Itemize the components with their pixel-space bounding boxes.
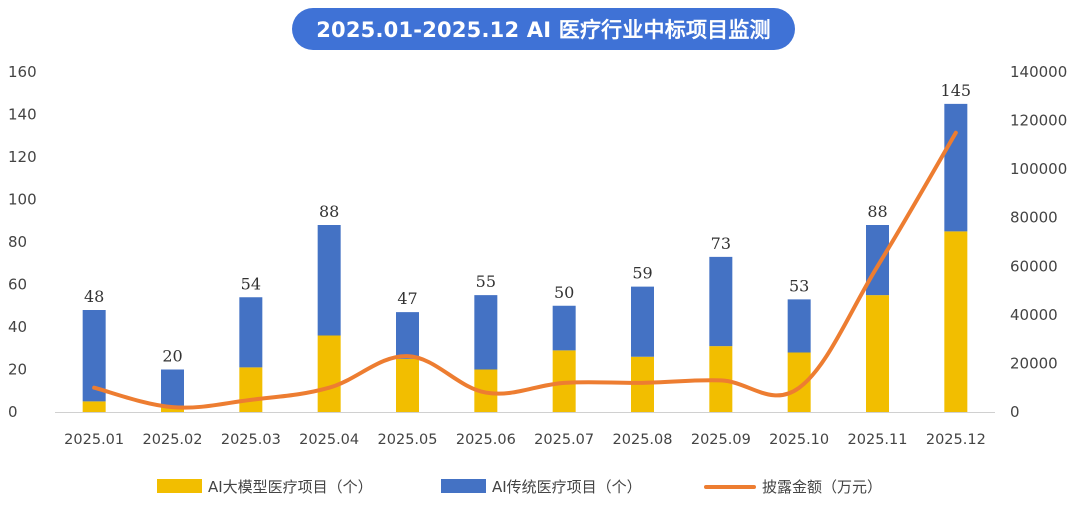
legend-label-amount: 披露金额（万元） bbox=[762, 478, 882, 496]
legend-label-ai-traditional: AI传统医疗项目（个） bbox=[492, 478, 642, 496]
total-data-label: 73 bbox=[711, 234, 731, 253]
y-left-tick-label: 100 bbox=[8, 191, 37, 209]
y-left-tick-label: 0 bbox=[8, 403, 18, 421]
y-left-tick-label: 120 bbox=[8, 148, 37, 166]
y-left-tick-label: 40 bbox=[8, 318, 27, 336]
x-tick-label: 2025.12 bbox=[926, 432, 986, 448]
y-left-tick-label: 140 bbox=[8, 106, 37, 124]
total-data-label: 55 bbox=[476, 272, 496, 291]
bar-ai-traditional bbox=[866, 225, 889, 296]
bar-ai-llm bbox=[317, 335, 341, 412]
line-disclosed-amount bbox=[92, 130, 958, 410]
y-right-tick-label: 40000 bbox=[1010, 306, 1058, 324]
bar-ai-traditional bbox=[317, 225, 341, 336]
x-tick-label: 2025.05 bbox=[378, 432, 438, 448]
bar-ai-traditional bbox=[396, 312, 419, 359]
total-data-label: 50 bbox=[554, 283, 574, 302]
y-right-tick-label: 100000 bbox=[1010, 160, 1067, 178]
bar-ai-traditional bbox=[161, 369, 184, 406]
bar-ai-llm bbox=[866, 295, 889, 412]
bar-ai-llm bbox=[787, 352, 811, 412]
total-data-label: 53 bbox=[789, 276, 809, 295]
chart-title: 2025.01-2025.12 AI 医疗行业中标项目监测 bbox=[292, 8, 795, 50]
x-tick-label: 2025.09 bbox=[691, 432, 751, 448]
total-data-label: 59 bbox=[632, 264, 652, 283]
y-right-tick-label: 80000 bbox=[1010, 209, 1058, 227]
y-left-tick-label: 60 bbox=[8, 276, 27, 294]
bar-ai-llm bbox=[239, 367, 263, 412]
total-data-label: 88 bbox=[319, 202, 339, 221]
legend-swatch-ai-traditional bbox=[441, 479, 486, 493]
legend-swatch-ai-llm bbox=[157, 479, 202, 493]
bar-ai-llm bbox=[396, 358, 419, 412]
y-right-tick-label: 60000 bbox=[1010, 257, 1058, 275]
y-right-tick-label: 120000 bbox=[1010, 112, 1067, 130]
total-data-label: 145 bbox=[941, 81, 972, 100]
x-tick-label: 2025.01 bbox=[64, 432, 124, 448]
x-tick-label: 2025.03 bbox=[221, 432, 281, 448]
bar-ai-traditional bbox=[787, 299, 811, 353]
bar-ai-traditional bbox=[709, 256, 733, 347]
total-data-label: 88 bbox=[867, 202, 887, 221]
x-tick-label: 2025.11 bbox=[848, 432, 908, 448]
total-data-label: 20 bbox=[162, 347, 182, 366]
bar-ai-llm bbox=[944, 231, 968, 412]
total-data-label: 48 bbox=[84, 287, 104, 306]
total-data-label: 54 bbox=[241, 274, 261, 293]
y-left-tick-label: 20 bbox=[8, 361, 27, 379]
bar-ai-llm bbox=[82, 401, 106, 412]
bar-ai-traditional bbox=[552, 305, 576, 351]
bar-ai-traditional bbox=[944, 103, 968, 232]
total-data-label: 47 bbox=[397, 289, 417, 308]
y-right-tick-label: 20000 bbox=[1010, 354, 1058, 372]
y-left-tick-label: 80 bbox=[8, 233, 27, 251]
bar-ai-traditional bbox=[82, 310, 106, 402]
legend-label-ai-llm: AI大模型医疗项目（个） bbox=[208, 478, 373, 496]
y-left-tick-label: 160 bbox=[8, 63, 37, 81]
x-tick-label: 2025.08 bbox=[613, 432, 673, 448]
bar-ai-traditional bbox=[474, 295, 498, 370]
y-right-tick-label: 140000 bbox=[1010, 63, 1067, 81]
bar-ai-traditional bbox=[239, 297, 263, 368]
bar-ai-traditional bbox=[631, 286, 654, 357]
x-tick-label: 2025.06 bbox=[456, 432, 516, 448]
x-tick-label: 2025.02 bbox=[143, 432, 203, 448]
x-tick-label: 2025.04 bbox=[299, 432, 359, 448]
x-tick-label: 2025.10 bbox=[769, 432, 829, 448]
x-tick-label: 2025.07 bbox=[534, 432, 594, 448]
y-right-tick-label: 0 bbox=[1010, 403, 1020, 421]
